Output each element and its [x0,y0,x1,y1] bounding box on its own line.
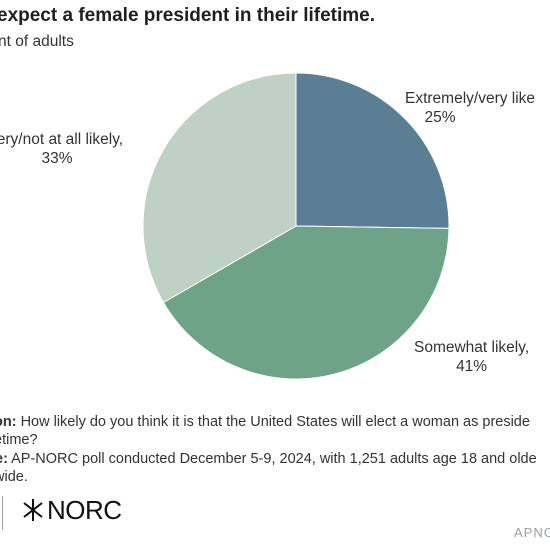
slice-label-text: Somewhat likely, [414,339,530,356]
slice-label-extremely-very-likely: Extremely/very like 25% [405,89,535,127]
pie-slice-not-likely [142,72,297,304]
slice-label-not-likely: very/not at all likely, 33% [0,130,123,168]
chart-subtitle: nt of adults [0,33,74,50]
slice-percent: 25% [424,109,456,126]
norc-logo: NORC [22,495,122,525]
pie-slice-extremely-very-likely [295,72,450,229]
source-note: e: AP-NORC poll conducted December 5-9, … [0,450,537,468]
question-note-key: on: [0,414,17,430]
footer-divider [2,496,3,530]
source-note-continued: wide. [0,469,28,485]
pie-slice-somewhat-likely [162,225,450,380]
apnorc-tag: APNO [514,525,550,540]
question-note-text: How likely do you think it is that the U… [20,414,530,430]
question-note: on: How likely do you think it is that t… [0,413,530,431]
norc-logo-text: NORC [47,495,122,525]
source-note-text: AP-NORC poll conducted December 5-9, 202… [11,451,537,467]
slice-label-somewhat-likely: Somewhat likely, 41% [414,338,529,376]
slice-percent: 33% [41,150,73,167]
source-note-key: e: [0,451,8,467]
slice-label-text: Extremely/very like [405,90,536,107]
slice-label-text: very/not at all likely, [0,131,124,148]
norc-star-icon [23,499,43,521]
question-note-continued: etime? [0,432,38,448]
slice-percent: 41% [456,358,488,375]
chart-title: expect a female president in their lifet… [0,5,376,26]
